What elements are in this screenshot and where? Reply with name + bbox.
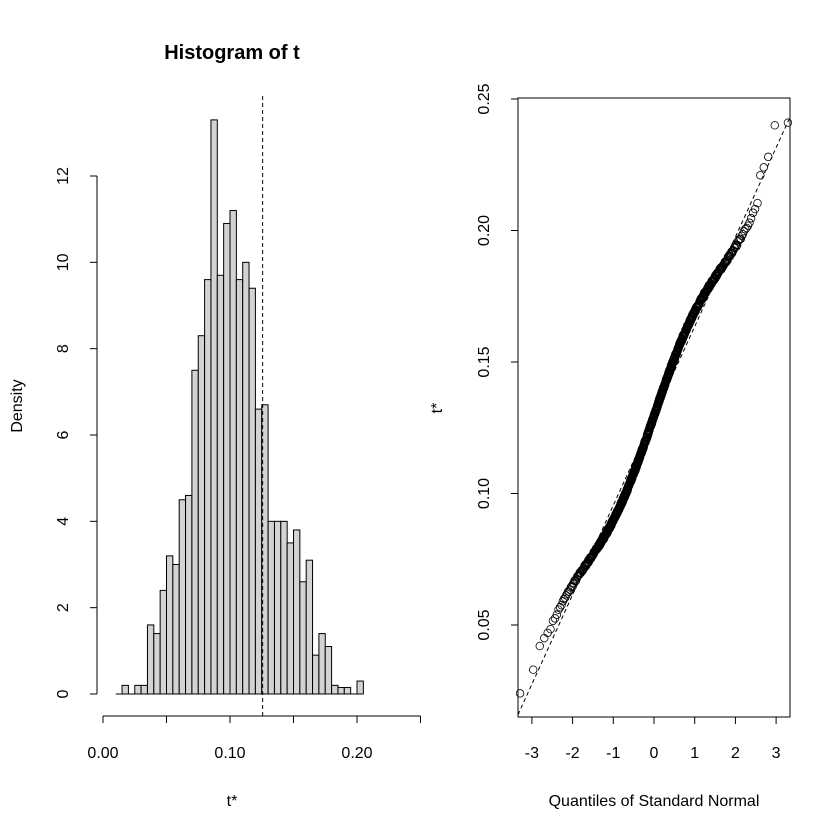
qq-points	[515, 118, 793, 698]
qq-point	[557, 600, 566, 610]
qq-point	[745, 218, 754, 227]
x-tick-label: -3	[525, 745, 539, 762]
qq-y-label: t*	[429, 403, 446, 414]
y-tick-label: 0.10	[476, 478, 493, 509]
qq-point	[732, 240, 742, 250]
y-tick-label: 0.05	[476, 609, 493, 640]
qq-panel: -3 -2 -1 0 1 2 3 0.05 0.10 0.15 0.20 0.25 Quantile…	[429, 83, 793, 810]
qq-point	[555, 603, 565, 612]
histogram-bar	[140, 684, 148, 695]
y-tick-label: 8	[55, 344, 72, 353]
histogram-bar	[273, 520, 282, 695]
histogram-bar	[235, 279, 244, 695]
qq-point	[756, 171, 765, 180]
y-tick-label: 0.20	[476, 215, 493, 246]
qq-point	[529, 665, 538, 674]
histogram-bar	[185, 494, 193, 695]
histogram-bar	[286, 542, 294, 695]
qq-point	[737, 231, 746, 241]
y-tick-label: 10	[55, 253, 72, 271]
histogram-bar	[337, 687, 345, 695]
histogram-bar	[191, 369, 199, 695]
histogram-x-label: t*	[227, 793, 238, 810]
histogram-title: Histogram of t	[164, 42, 300, 64]
x-tick-label: -2	[565, 745, 579, 762]
qq-point	[552, 610, 562, 619]
qq-point	[546, 624, 555, 634]
histogram-y-label: Density	[9, 379, 26, 432]
qq-point	[750, 204, 760, 214]
y-tick-label: 2	[55, 603, 72, 612]
qq-point	[704, 284, 713, 294]
histogram-bar	[267, 520, 275, 695]
histogram-bar	[216, 274, 225, 695]
histogram-bar	[318, 633, 326, 695]
histogram-bar	[178, 499, 187, 695]
histogram-bar	[331, 684, 339, 695]
histogram-bar	[153, 633, 161, 695]
x-tick-label: 0.10	[214, 745, 245, 762]
qq-point	[753, 199, 762, 208]
histogram-bar	[223, 222, 231, 695]
qq-point	[746, 214, 756, 223]
qq-point	[515, 689, 525, 698]
histogram-bar	[204, 279, 212, 695]
x-tick-label: 3	[772, 745, 781, 762]
x-tick-label: 2	[731, 745, 740, 762]
histogram-bar	[254, 408, 263, 695]
qq-point	[567, 581, 576, 591]
qq-point	[764, 152, 773, 162]
x-tick-label: 0.20	[341, 745, 372, 762]
y-tick-label: 0.25	[476, 83, 493, 114]
qq-point	[535, 641, 544, 651]
histogram-bar	[146, 624, 155, 695]
x-tick-label: 0	[650, 745, 659, 762]
histogram-bar	[229, 210, 237, 695]
histogram-bar	[356, 680, 364, 695]
histogram-bar	[121, 684, 129, 695]
histogram-bar	[197, 335, 206, 695]
qq-point	[783, 118, 793, 127]
qq-point	[770, 121, 779, 130]
qq-x-label: Quantiles of Standard Normal	[549, 793, 760, 810]
histogram-x-axis: 0.00 0.10 0.20	[87, 715, 421, 762]
qq-reference-line	[517, 116, 791, 715]
x-tick-label: -1	[606, 745, 620, 762]
qq-point	[739, 226, 749, 236]
qq-point	[540, 633, 549, 643]
histogram-bar	[242, 261, 250, 695]
qq-point	[742, 223, 751, 233]
x-tick-label: 1	[690, 745, 699, 762]
y-tick-label: 0	[55, 689, 72, 698]
histogram-bar	[159, 589, 167, 695]
histogram-bar	[280, 520, 288, 695]
qq-y-axis: 0.05 0.10 0.15 0.20 0.25	[476, 83, 518, 641]
qq-point	[548, 616, 558, 626]
qq-point	[723, 256, 732, 265]
qq-point	[759, 163, 768, 172]
histogram-bar	[134, 684, 142, 695]
x-tick-label: 0.00	[87, 745, 118, 762]
histogram-panel: Histogram of t 0.00 0.10 0.20 0 2 4 6 8 10 12 t*…	[9, 42, 421, 810]
y-tick-label: 12	[55, 167, 72, 185]
histogram-bar	[293, 529, 301, 695]
y-tick-label: 6	[55, 430, 72, 439]
histogram-bar	[172, 564, 180, 695]
histogram-bars	[115, 119, 364, 695]
histogram-bar	[248, 287, 256, 695]
histogram-bar	[166, 555, 174, 695]
qq-point	[554, 605, 563, 614]
y-tick-label: 4	[55, 517, 72, 526]
y-tick-label: 0.15	[476, 346, 493, 377]
histogram-bar	[343, 687, 352, 695]
histogram-bar	[324, 646, 333, 695]
histogram-bar	[299, 581, 307, 695]
histogram-y-axis: 0 2 4 6 8 10 12	[55, 167, 98, 698]
histogram-bar	[210, 119, 218, 695]
qq-x-axis: -3 -2 -1 0 1 2 3	[525, 717, 781, 762]
histogram-bar	[312, 654, 320, 695]
histogram-bar	[305, 559, 314, 695]
